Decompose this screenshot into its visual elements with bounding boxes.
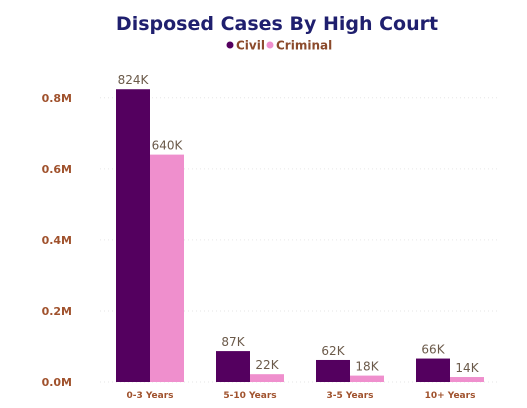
bar-criminal-2[interactable] bbox=[350, 375, 384, 382]
data-label-criminal-1: 22K bbox=[255, 358, 279, 372]
bar-civil-1[interactable] bbox=[216, 351, 250, 382]
data-label-civil-0: 824K bbox=[118, 73, 150, 87]
y-tick-label: 0.4M bbox=[42, 234, 72, 247]
bar-civil-2[interactable] bbox=[316, 359, 350, 382]
bar-civil-0[interactable] bbox=[116, 89, 150, 383]
legend-label-criminal: Criminal bbox=[276, 39, 332, 53]
legend-marker-criminal bbox=[266, 41, 274, 49]
y-axis: 0.0M 0.2M 0.4M 0.6M 0.8M bbox=[42, 92, 72, 389]
legend-marker-civil bbox=[226, 41, 234, 49]
data-label-criminal-0: 640K bbox=[152, 139, 184, 153]
bars bbox=[116, 89, 484, 383]
x-tick-label: 3-5 Years bbox=[326, 391, 373, 401]
chart-title: Disposed Cases By High Court bbox=[116, 13, 438, 35]
data-label-civil-3: 66K bbox=[421, 343, 445, 357]
y-tick-label: 0.6M bbox=[42, 163, 72, 176]
bar-civil-3[interactable] bbox=[416, 358, 450, 382]
data-label-civil-2: 62K bbox=[321, 344, 345, 358]
y-tick-label: 0.0M bbox=[42, 376, 72, 389]
x-tick-label: 0-3 Years bbox=[126, 391, 173, 401]
y-tick-label: 0.8M bbox=[42, 92, 72, 105]
data-label-criminal-3: 14K bbox=[455, 361, 479, 375]
y-tick-label: 0.2M bbox=[42, 305, 72, 318]
legend-label-civil: Civil bbox=[236, 39, 265, 53]
bar-criminal-3[interactable] bbox=[450, 377, 484, 382]
data-label-criminal-2: 18K bbox=[355, 360, 379, 374]
bar-criminal-0[interactable] bbox=[150, 154, 184, 382]
x-tick-label: 5-10 Years bbox=[223, 391, 276, 401]
x-tick-label: 10+ Years bbox=[425, 391, 476, 401]
bar-criminal-1[interactable] bbox=[250, 374, 284, 382]
data-label-civil-1: 87K bbox=[221, 335, 245, 349]
legend: Civil Criminal bbox=[226, 39, 332, 53]
data-labels: 824K 640K 87K 22K 62K 18K 66K 14K bbox=[118, 73, 480, 375]
x-axis: 0-3 Years 5-10 Years 3-5 Years 10+ Years bbox=[126, 391, 475, 401]
gridlines bbox=[100, 97, 500, 383]
